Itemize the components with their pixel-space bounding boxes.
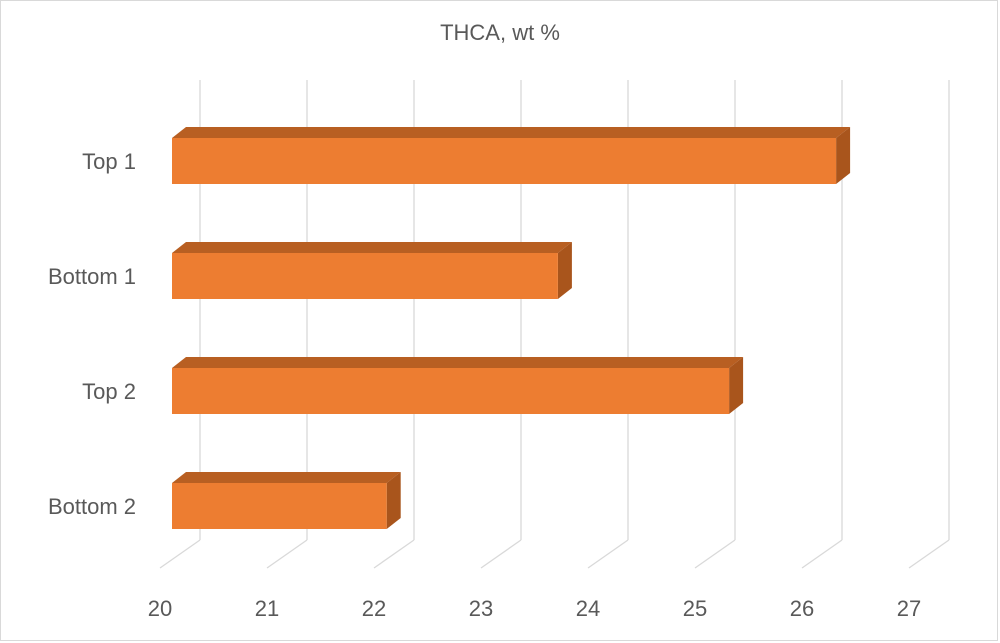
floor-gridline <box>266 539 308 569</box>
chart-title: THCA, wt % <box>440 20 560 45</box>
category-label: Top 2 <box>82 379 136 404</box>
bar <box>172 242 572 299</box>
category-label: Top 1 <box>82 149 136 174</box>
bar-top-face <box>172 357 744 368</box>
x-tick-label: 22 <box>362 596 386 621</box>
floor-gridline <box>908 539 950 569</box>
floor-gridline <box>801 539 843 569</box>
bar-front-face <box>172 483 387 529</box>
x-tick-label: 20 <box>148 596 172 621</box>
bar-front-face <box>172 368 730 414</box>
bar-side-face <box>729 357 744 414</box>
bars <box>172 127 851 529</box>
x-tick-label: 25 <box>683 596 707 621</box>
bar-top-face <box>172 242 572 253</box>
bar <box>172 472 401 529</box>
bar-side-face <box>386 472 401 529</box>
bar-front-face <box>172 253 558 299</box>
bar-front-face <box>172 138 837 184</box>
x-tick-label: 26 <box>790 596 814 621</box>
floor-gridline <box>159 539 201 569</box>
bar-top-face <box>172 472 401 483</box>
bar-side-face <box>836 127 851 184</box>
x-tick-label: 21 <box>255 596 279 621</box>
category-label: Bottom 2 <box>48 494 136 519</box>
x-tick-labels: 20 21 22 23 24 25 26 27 <box>148 596 921 621</box>
bar-top-face <box>172 127 851 138</box>
x-tick-label: 23 <box>469 596 493 621</box>
floor-gridline <box>480 539 522 569</box>
bar-side-face <box>557 242 572 299</box>
bar <box>172 127 851 184</box>
bar <box>172 357 744 414</box>
category-label: Bottom 1 <box>48 264 136 289</box>
x-tick-label: 27 <box>897 596 921 621</box>
x-tick-label: 24 <box>576 596 600 621</box>
floor-gridline <box>587 539 629 569</box>
floor-gridline <box>694 539 736 569</box>
floor-gridline <box>373 539 415 569</box>
category-labels: Top 1 Bottom 1 Top 2 Bottom 2 <box>48 149 136 519</box>
